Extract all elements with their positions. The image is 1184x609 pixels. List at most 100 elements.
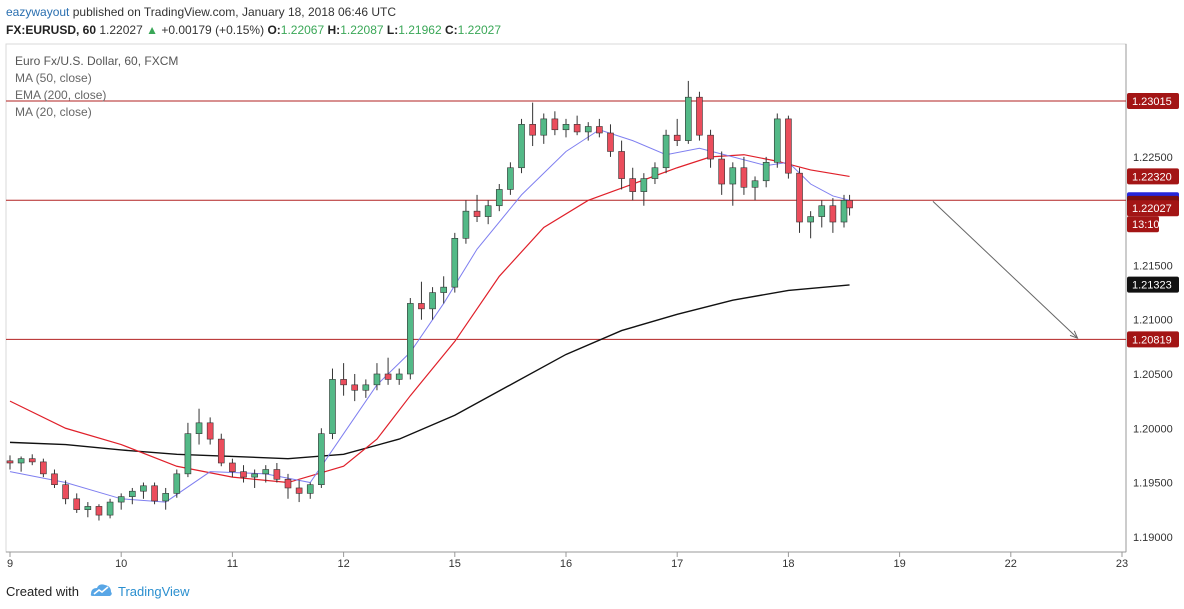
price-chart[interactable]: 9 10 11 12 15 16 17 18 19 22 23 1.22500 1.21500 1.21…	[0, 0, 1184, 572]
candle-body	[796, 172, 803, 223]
candle-body	[240, 471, 247, 478]
candle-body	[395, 373, 403, 380]
ma20-line	[9, 129, 850, 503]
candle-body	[762, 162, 770, 182]
candle-body	[573, 124, 581, 133]
price-tag-label: 1.22320	[1132, 171, 1172, 183]
candle-body	[340, 379, 347, 386]
candle-body	[407, 303, 414, 375]
candle-body	[273, 469, 281, 480]
change: +0.00179 (+0.15%)	[161, 23, 265, 37]
candle-body	[284, 478, 292, 489]
candle-body	[62, 484, 69, 500]
candle-body	[462, 210, 470, 239]
price-tag-label: 1.21323	[1132, 280, 1172, 292]
candle-body	[40, 461, 47, 475]
high-label: H:	[327, 23, 341, 37]
candle-body	[640, 178, 648, 192]
candle-body	[51, 473, 58, 486]
candle-body	[707, 134, 714, 160]
candle-body	[673, 134, 681, 141]
candle-body	[306, 484, 314, 494]
price-tag	[1127, 200, 1179, 217]
tradingview-logo-icon	[90, 584, 112, 596]
candle-body	[440, 286, 447, 293]
published-text: published on TradingView.com, January 18…	[72, 5, 397, 19]
candle-body	[785, 118, 792, 174]
candle-body	[17, 458, 25, 464]
x-tick-label: 15	[449, 558, 461, 570]
price-tag	[1127, 168, 1179, 185]
ema200-line	[9, 284, 850, 460]
candle-body	[829, 205, 837, 223]
candle-body	[351, 384, 359, 391]
candle-body	[484, 205, 492, 217]
change-arrow-icon: ▲	[146, 23, 158, 37]
candle-body	[162, 493, 169, 502]
candle-body	[184, 433, 192, 475]
price-tag	[1127, 331, 1179, 348]
candle-body	[217, 438, 225, 464]
arrow-head-icon	[1069, 330, 1079, 340]
author-link[interactable]: eazywayout	[6, 5, 70, 19]
y-tick-label: 1.21500	[1133, 260, 1173, 272]
candle-body	[662, 134, 670, 169]
price-tag	[1127, 276, 1179, 293]
candle-body	[495, 189, 503, 207]
x-tick-label: 23	[1116, 558, 1128, 570]
candle-body	[773, 118, 781, 163]
close-value: 1.22027	[457, 23, 502, 37]
publish-line: eazywayout published on TradingView.com,…	[6, 5, 396, 19]
candle-body	[129, 490, 136, 497]
quote-line: FX:EURUSD, 60 1.22027 ▲ +0.00179 (+0.15%…	[6, 23, 501, 37]
candle-body	[373, 373, 381, 386]
legend-title: Euro Fx/U.S. Dollar, 60, FXCM	[15, 54, 178, 68]
candle-body	[584, 126, 592, 133]
candle-body	[28, 458, 36, 463]
legend-ma50: MA (50, close)	[15, 71, 92, 85]
candle-body	[840, 200, 848, 223]
candle-body	[73, 498, 81, 510]
price-axis-panel	[1126, 44, 1184, 552]
x-tick-label: 18	[782, 558, 794, 570]
price-tag-label: 1.23015	[1132, 96, 1172, 108]
candle-body	[451, 237, 459, 288]
candle-body	[596, 126, 603, 134]
candle-body	[529, 124, 536, 136]
candle-body	[295, 487, 303, 494]
candle-body	[540, 118, 548, 136]
header: eazywayout published on TradingView.com,…	[0, 0, 1184, 42]
price-tag-label: 1.22027	[1132, 203, 1172, 215]
y-tick-label: 1.20500	[1133, 369, 1173, 381]
candle-body	[206, 422, 214, 440]
projection-arrow	[932, 201, 1078, 339]
candle-body	[429, 292, 436, 310]
candle-body	[846, 200, 853, 209]
tradingview-link[interactable]: TradingView	[118, 584, 190, 599]
x-tick-label: 12	[337, 558, 349, 570]
candle-body	[518, 124, 525, 169]
candle-body	[106, 501, 114, 516]
candle-body	[818, 205, 826, 217]
candle-body	[329, 379, 336, 434]
x-tick-label: 11	[227, 558, 238, 570]
open-value: 1.22067	[280, 23, 325, 37]
open-label: O:	[267, 23, 281, 37]
price-tag-label: 13:10	[1132, 219, 1160, 231]
candle-body	[173, 473, 181, 494]
candle-body	[418, 303, 425, 310]
candle-body	[140, 485, 147, 492]
price-tag	[1127, 216, 1159, 233]
y-tick-label: 1.19500	[1133, 478, 1173, 490]
close-label: C:	[444, 23, 458, 37]
legend-ema200: EMA (200, close)	[15, 88, 106, 102]
candle-body	[618, 151, 625, 179]
candle-body	[151, 485, 158, 502]
candle-body	[729, 167, 737, 185]
candle-body	[117, 496, 125, 503]
candle-body	[629, 178, 637, 192]
candle-body	[362, 384, 370, 391]
candle-body	[751, 180, 759, 188]
y-tick-label: 1.22500	[1133, 152, 1173, 164]
footer: Created with TradingView	[0, 572, 1184, 609]
